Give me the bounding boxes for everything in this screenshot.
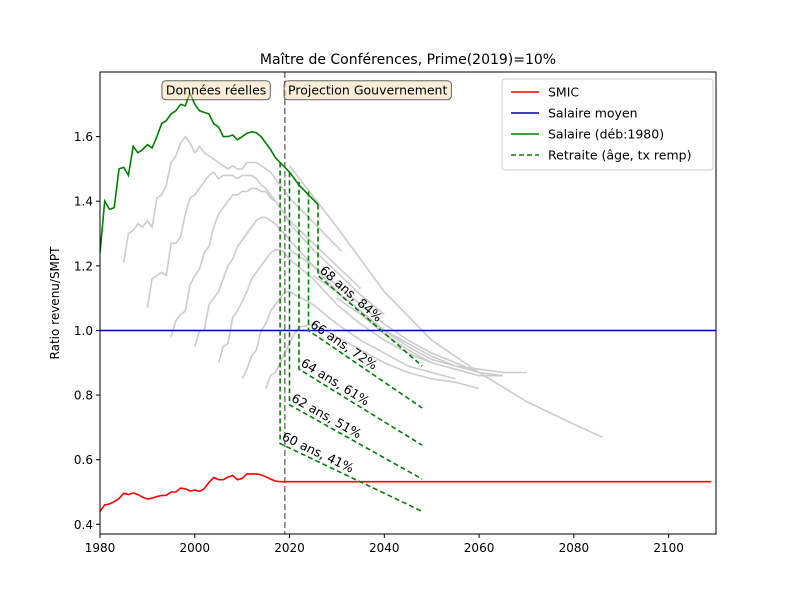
- background-line-7: [265, 323, 480, 390]
- legend-item-salaire-moyen: Salaire moyen: [511, 106, 638, 121]
- background-line-5: [217, 248, 433, 364]
- y-tick-label-1.6: 1.6: [74, 130, 93, 144]
- retirement-line-4: [307, 191, 423, 409]
- y-tick-label-1.2: 1.2: [74, 259, 93, 273]
- x-tick-label-1980: 1980: [85, 541, 116, 555]
- annotation-box-1: Données réelles: [161, 80, 271, 101]
- y-tick-label-1.4: 1.4: [74, 195, 93, 209]
- retirement-line-5: [317, 204, 423, 367]
- retirement-line-1: [279, 162, 423, 513]
- background-line-11: [360, 313, 527, 374]
- background-line-12: [288, 165, 603, 438]
- legend-label: Retraite (âge, tx remp): [548, 148, 691, 163]
- y-tick-label-1: 1.0: [74, 324, 93, 338]
- plot-frame: [99, 71, 717, 535]
- background-line-3: [170, 187, 385, 338]
- y-axis: 0.4 0.6 0.8 1.0 1.2 1.4 1.6: [74, 130, 100, 532]
- y-tick-label-0.8: 0.8: [74, 389, 93, 403]
- y-axis-title: Ratio revenu/SMPT: [48, 246, 62, 360]
- background-line-6: [241, 290, 456, 380]
- annotation-text-2: Projection Gouvernement: [288, 82, 447, 97]
- x-tick-label-2000: 2000: [179, 541, 210, 555]
- retirement-line-2: [288, 172, 423, 480]
- x-tick-label-2100: 2100: [653, 541, 684, 555]
- legend-box: [501, 78, 714, 171]
- legend-item-smic: SMIC: [511, 85, 579, 100]
- main-series-lines: [100, 72, 716, 534]
- retirement-lines: [279, 162, 423, 513]
- x-tick-label-2020: 2020: [274, 541, 305, 555]
- background-line-8: [289, 249, 480, 374]
- series-line-smic: [100, 473, 712, 512]
- legend-label: SMIC: [548, 85, 579, 100]
- legend-label: Salaire moyen: [548, 106, 638, 121]
- annotation-text-1: Données réelles: [166, 82, 266, 97]
- retirement-line-3: [298, 181, 423, 446]
- legend-label: Salaire (déb:1980): [548, 127, 664, 142]
- legend-item-retraite-age-tx-remp: Retraite (âge, tx remp): [511, 148, 691, 163]
- x-tick-label-2060: 2060: [464, 541, 495, 555]
- series-line-salaire-deb-1980: [100, 90, 319, 253]
- y-tick-label-0.6: 0.6: [74, 453, 93, 467]
- chart-title: Maître de Conférences, Prime(2019)=10%: [260, 52, 556, 68]
- background-line-4: [194, 216, 409, 347]
- legend-item-salaire-deb-1980: Salaire (déb:1980): [511, 127, 664, 142]
- annotation-box-2: Projection Gouvernement: [283, 80, 452, 101]
- x-axis: 1980 2000 2020 2040 2060 2080 2100: [85, 534, 684, 555]
- x-tick-label-2080: 2080: [559, 541, 590, 555]
- annotations: Données réelles Projection Gouvernement: [161, 80, 452, 101]
- x-tick-label-2040: 2040: [369, 541, 400, 555]
- legend: SMIC Salaire moyen Salaire (déb:1980) Retra…: [501, 78, 714, 171]
- y-tick-label-0.4: 0.4: [74, 518, 93, 532]
